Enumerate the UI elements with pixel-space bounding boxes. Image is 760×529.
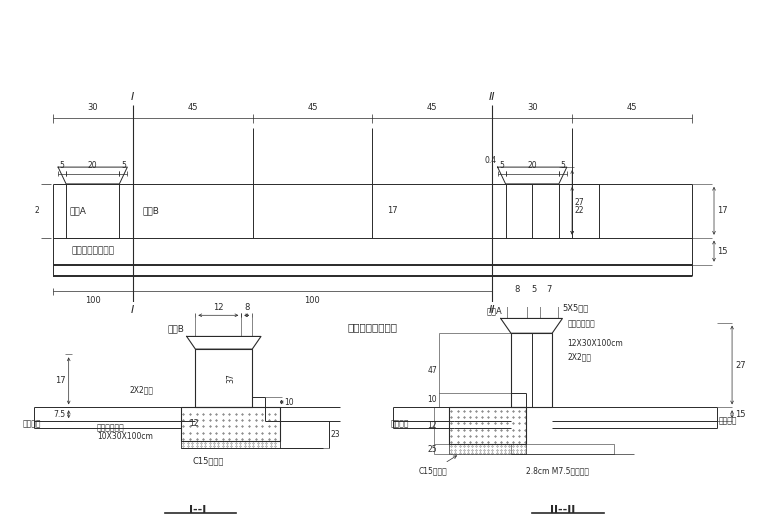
Text: 5: 5 [531,285,537,294]
Text: 盖板B: 盖板B [143,206,160,215]
Text: 盖板A: 盖板A [69,206,86,215]
Text: 47: 47 [427,366,437,375]
Text: 弹性嵌缝材料: 弹性嵌缝材料 [568,319,595,328]
Text: 20: 20 [527,161,537,170]
Bar [181,407,280,441]
Text: 15: 15 [735,409,746,419]
Text: 30: 30 [527,103,537,112]
Text: 17: 17 [387,206,397,215]
Text: 100: 100 [305,296,321,305]
Bar [511,333,552,407]
Text: 12: 12 [427,421,437,431]
Bar [505,184,559,238]
Text: 27: 27 [574,198,584,207]
Text: 路缘石基: 路缘石基 [719,416,737,426]
Text: 45: 45 [188,103,198,112]
Text: 路缘石基: 路缘石基 [391,419,409,429]
Text: I--I: I--I [189,505,206,515]
Bar [449,444,527,454]
Text: 2X2孔洞: 2X2孔洞 [568,352,591,361]
Text: 10: 10 [284,397,293,407]
Text: I: I [131,305,135,315]
Text: 23: 23 [331,430,340,439]
Text: 22: 22 [574,206,584,215]
Text: 45: 45 [627,103,638,112]
Text: 7: 7 [546,285,552,294]
Bar [511,444,614,454]
Text: 7.5: 7.5 [53,409,65,419]
Text: II--II: II--II [549,505,575,515]
Text: 弹性嵌缝材料: 弹性嵌缝材料 [97,423,125,432]
Text: 2X2孔洞: 2X2孔洞 [130,386,154,395]
Text: I: I [131,92,135,102]
Text: 37: 37 [226,373,235,383]
Text: 45: 45 [307,103,318,112]
Text: 12: 12 [213,303,223,312]
Text: 5X5倒角: 5X5倒角 [562,303,589,312]
Bar [181,441,280,448]
Text: 8: 8 [515,285,520,294]
Text: 2: 2 [34,206,39,215]
Bar [66,184,119,238]
Bar [195,349,252,407]
Text: 中央分隔带立面图: 中央分隔带立面图 [347,322,397,332]
Text: 2.8cm M7.5水泥沙浆: 2.8cm M7.5水泥沙浆 [527,467,590,476]
Text: 盖板A: 盖板A [487,306,503,315]
Text: 5: 5 [59,161,65,170]
Text: 5: 5 [121,161,126,170]
Text: C15砍垫层: C15砍垫层 [419,456,457,475]
Text: 25: 25 [427,444,437,454]
Text: 5: 5 [499,161,504,170]
Text: 10: 10 [427,395,437,405]
Text: 路缘石基: 路缘石基 [23,419,41,429]
Text: 8: 8 [244,303,249,312]
Text: 支撑基础构造形式: 支撑基础构造形式 [71,247,114,256]
Text: 100: 100 [85,296,100,305]
Text: 0.4: 0.4 [484,157,496,166]
Text: 盖板B: 盖板B [168,324,185,333]
Text: 12: 12 [189,418,198,428]
Bar [449,407,527,444]
Text: C15砍垫层: C15砍垫层 [193,456,224,465]
Text: 10X30X100cm: 10X30X100cm [97,432,153,441]
Text: 5: 5 [560,161,565,170]
Text: 30: 30 [87,103,98,112]
Text: 45: 45 [427,103,438,112]
Text: 27: 27 [735,360,746,370]
Text: 15: 15 [717,247,727,256]
Text: 12X30X100cm: 12X30X100cm [568,339,623,348]
Text: 17: 17 [55,376,65,386]
Text: II: II [489,92,496,102]
Text: II: II [489,305,496,315]
Text: 17: 17 [717,206,727,215]
Text: 20: 20 [88,161,97,170]
